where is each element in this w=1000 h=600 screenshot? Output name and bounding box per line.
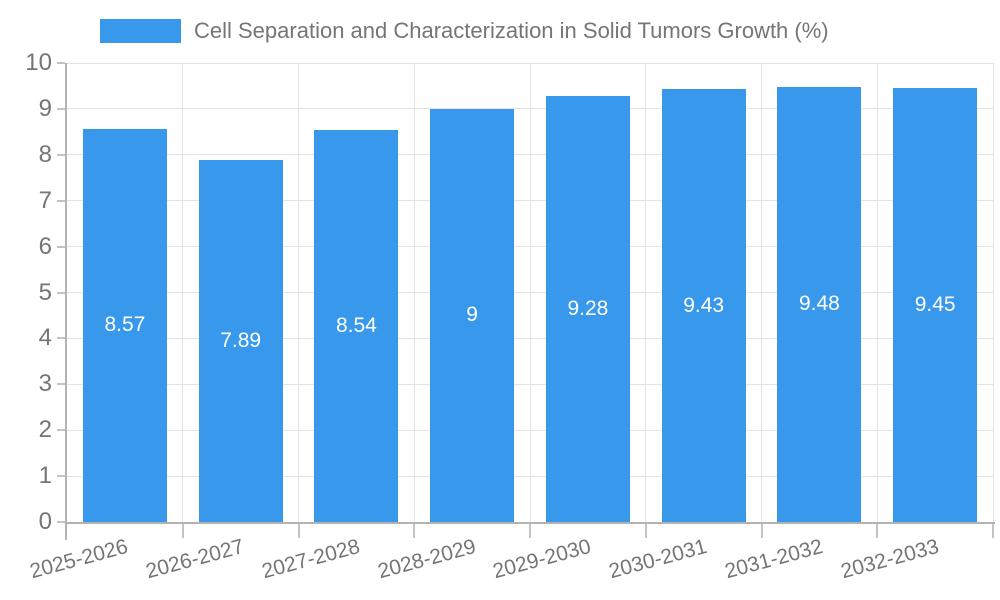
bar-value-label: 9.43 (683, 293, 725, 317)
y-tick-label: 8 (38, 140, 52, 168)
x-tick-label: 2028-2029 (375, 535, 479, 584)
bar-value-label: 7.89 (220, 328, 262, 352)
bar-value-label: 9 (466, 303, 478, 327)
y-tick-label: 0 (38, 508, 52, 535)
x-tick-label: 2029-2030 (490, 535, 594, 584)
y-tick (57, 291, 65, 294)
y-tick (57, 429, 65, 432)
x-gridline (182, 63, 184, 522)
bar-2026-2027[interactable] (198, 159, 283, 522)
y-tick-label: 4 (38, 324, 52, 352)
bar-2029-2030[interactable] (545, 96, 630, 522)
x-tick (181, 524, 184, 538)
bar-2025-2026[interactable] (82, 128, 167, 522)
bar-2027-2028[interactable] (314, 130, 399, 522)
y-tick-label: 6 (38, 232, 52, 260)
x-tick (992, 524, 994, 538)
y-tick (57, 383, 65, 386)
x-gridline (298, 63, 299, 522)
x-tick (297, 524, 300, 538)
y-axis-labels: 0 1 2 3 4 5 6 7 8 9 10 (0, 49, 52, 535)
y-tick-label: 9 (38, 94, 52, 122)
y-tick (57, 245, 65, 248)
bar-2031-2032[interactable] (777, 86, 862, 522)
bar-2028-2029[interactable] (430, 108, 515, 522)
bar-2030-2031[interactable] (661, 89, 746, 522)
x-gridline (992, 63, 994, 522)
y-tick (57, 153, 65, 156)
y-tick-label: 10 (25, 49, 52, 76)
y-axis-line (65, 63, 67, 540)
bar-value-label: 8.57 (104, 313, 146, 337)
x-tick (413, 524, 416, 538)
x-tick (529, 524, 531, 538)
bar-value-label: 9.28 (567, 297, 609, 321)
y-tick (57, 107, 65, 110)
y-tick (57, 337, 65, 340)
x-gridline (413, 63, 415, 522)
x-tick (876, 524, 879, 538)
x-tick-label: 2031-2032 (722, 535, 826, 584)
legend-swatch (100, 19, 181, 43)
x-tick (760, 524, 763, 538)
x-tick-label: 2032-2033 (838, 535, 942, 584)
y-tick-label: 2 (38, 416, 52, 444)
x-tick-label: 2025-2026 (27, 535, 131, 584)
y-tick-label: 5 (38, 278, 52, 306)
y-tick (57, 475, 65, 478)
bar-value-label: 8.54 (335, 314, 377, 337)
x-gridline (645, 63, 647, 522)
x-tick-label: 2026-2027 (143, 535, 247, 584)
y-tick-label: 1 (38, 462, 52, 490)
x-tick (644, 524, 647, 538)
chart-title: Cell Separation and Characterization in … (194, 18, 829, 43)
y-tick (57, 521, 65, 523)
x-gridline (761, 63, 762, 522)
x-tick-label: 2027-2028 (259, 535, 363, 584)
legend[interactable]: Cell Separation and Characterization in … (100, 18, 829, 44)
bar-2032-2033[interactable] (893, 88, 978, 522)
bar-value-label: 9.45 (914, 293, 956, 317)
x-axis-line (65, 522, 995, 524)
x-gridline (876, 63, 878, 522)
y-tick-label: 7 (38, 186, 52, 214)
bar-value-label: 9.48 (798, 292, 840, 316)
y-tick (57, 199, 65, 202)
x-gridline (529, 63, 531, 522)
y-tick-label: 3 (38, 370, 52, 398)
x-tick-label: 2030-2031 (606, 535, 710, 584)
y-tick (57, 62, 65, 64)
plot-area: 8.57 7.89 8.54 9 9.28 9.43 9.48 9.45 (57, 62, 995, 540)
